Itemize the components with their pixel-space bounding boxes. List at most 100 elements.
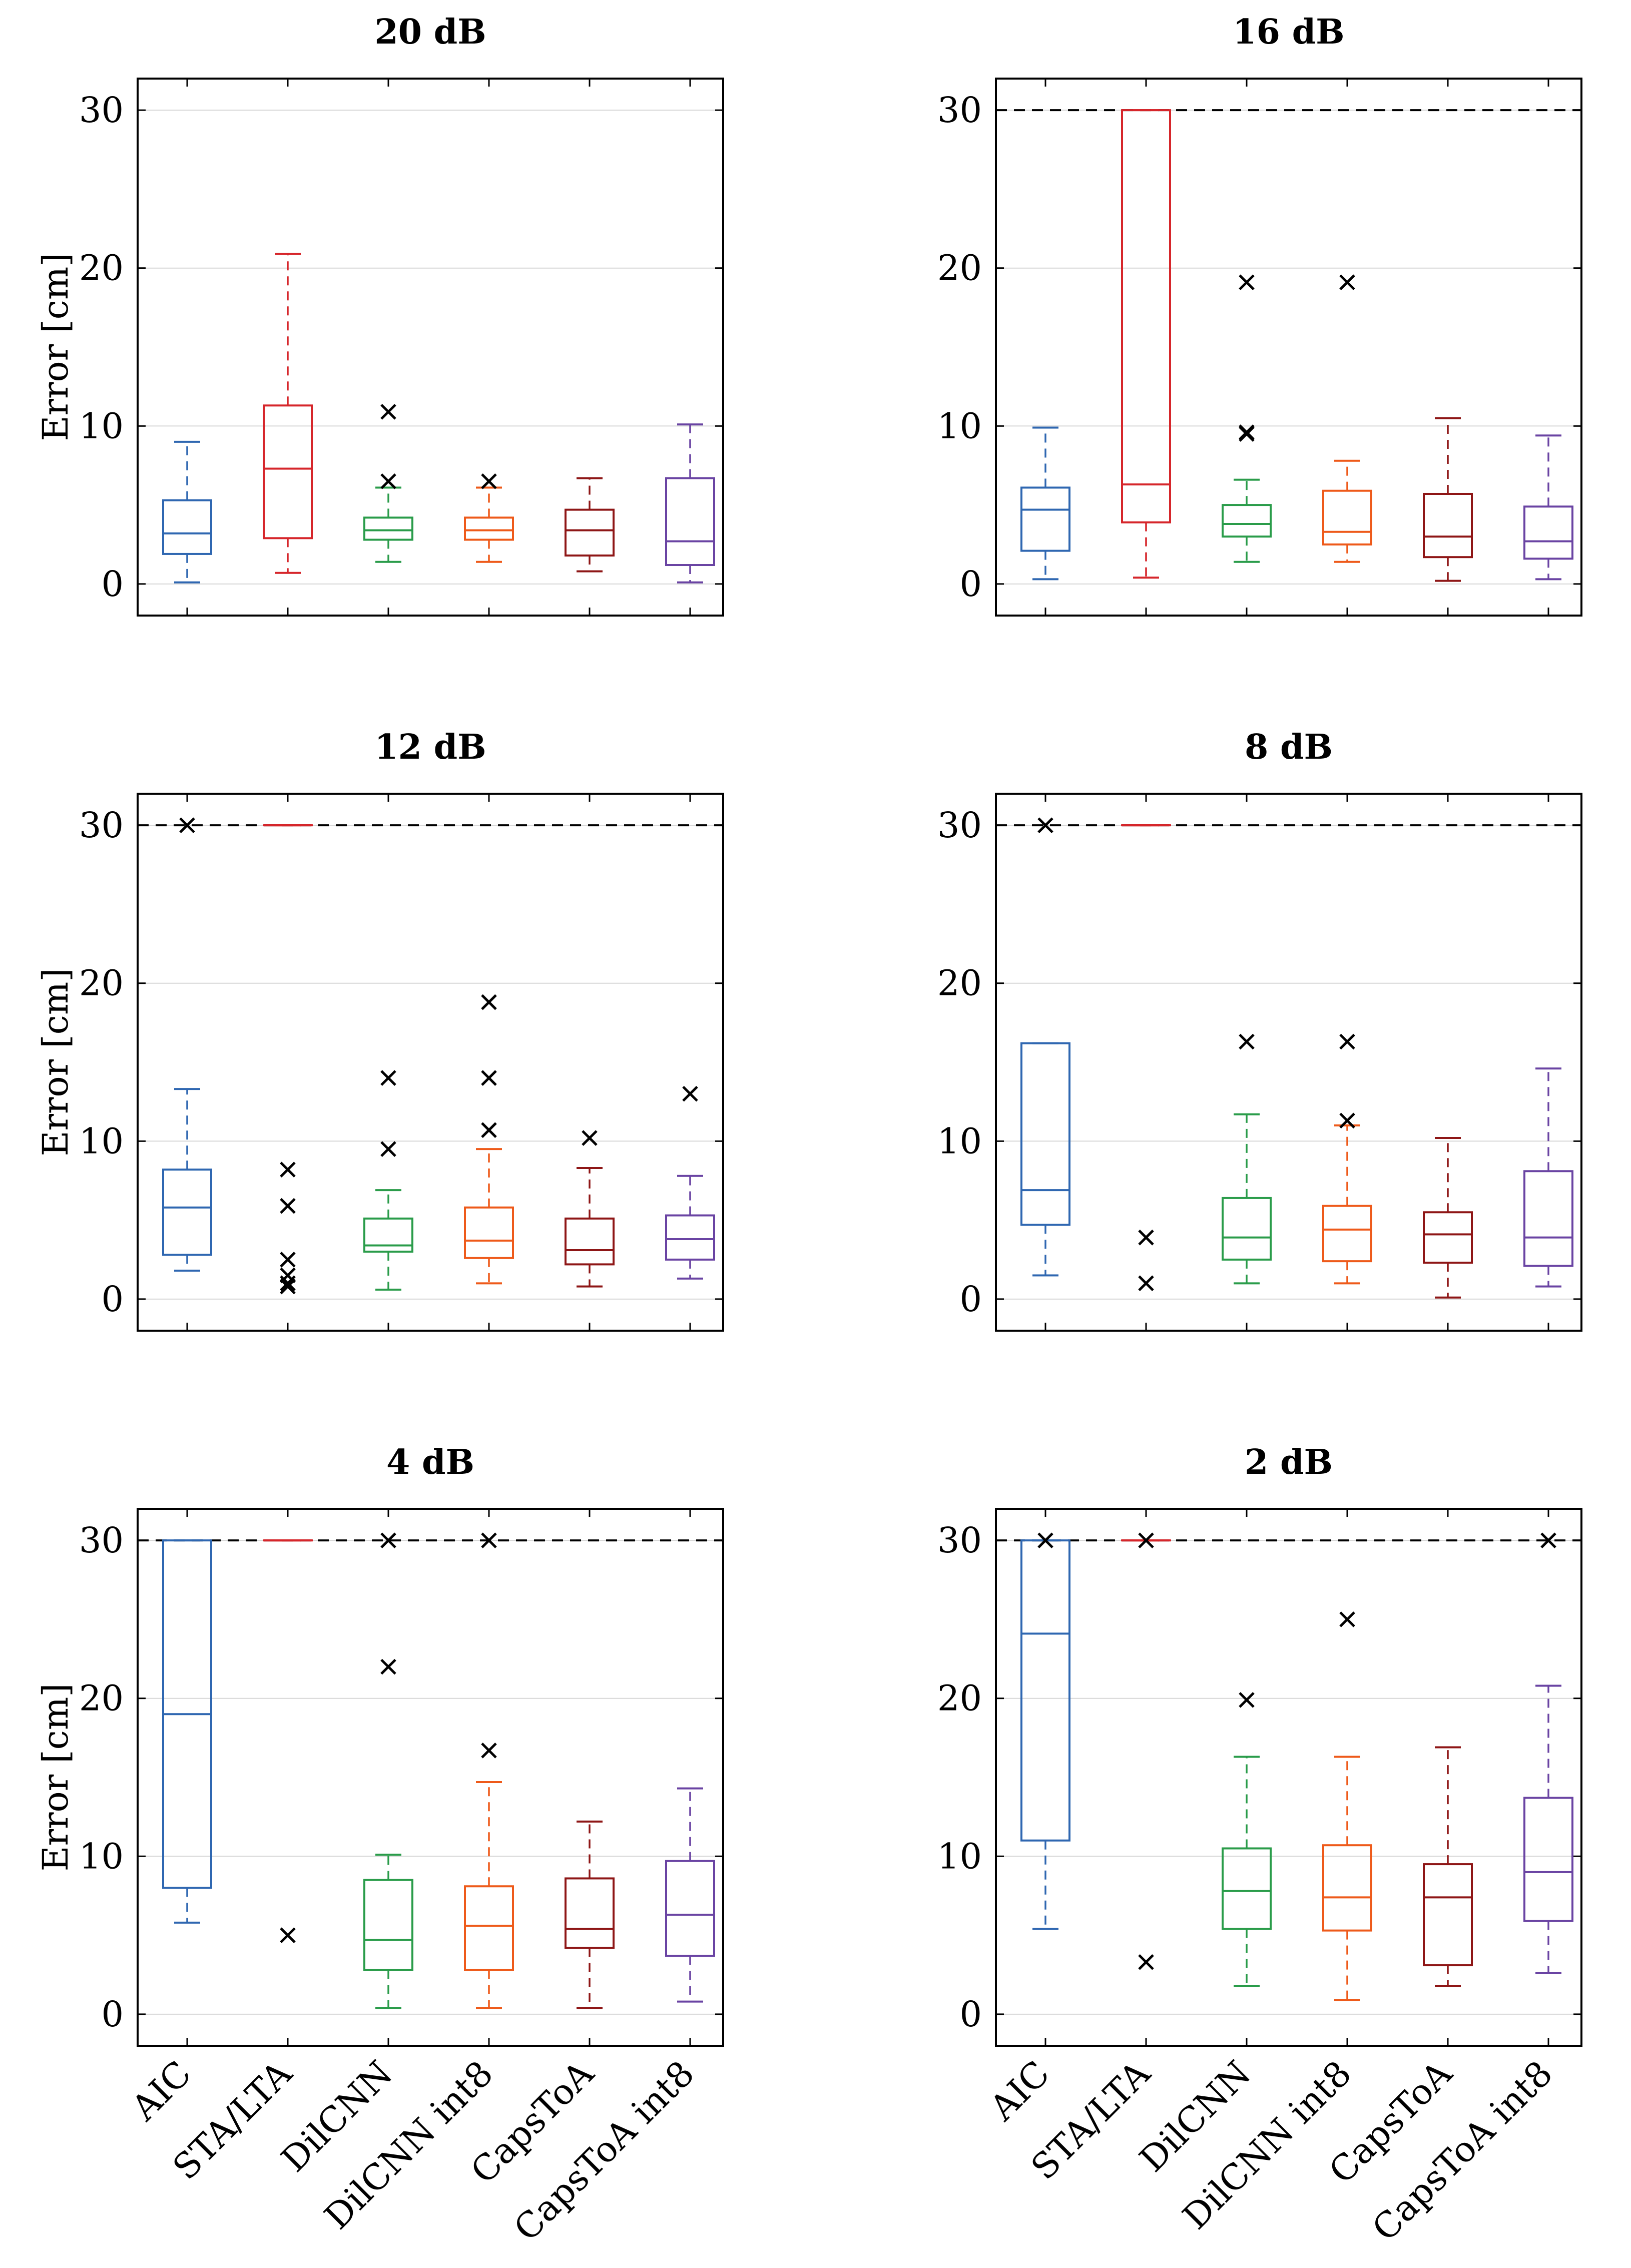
box-0 [162,817,212,1272]
outlier-marker [1239,1692,1255,1708]
box-2 [363,404,413,563]
box-iqr [1523,1797,1573,1922]
y-tick-label: 0 [101,1994,124,2035]
y-tick-label: 10 [79,1120,124,1162]
box-4 [565,1130,615,1288]
box-2 [1222,274,1272,563]
outlier-marker [481,1070,497,1086]
outlier-marker [1239,424,1255,440]
panel-3: 8 dB 0 10 20 30 [937,727,1582,1332]
plot-frame [137,1508,724,2047]
box-iqr [1423,1211,1473,1264]
y-tick-label: 30 [79,805,124,846]
box-2 [1222,1692,1272,1987]
y-tick-label: 20 [937,1678,982,1719]
box-2 [363,1070,413,1291]
plot-frame [137,78,724,617]
outlier-marker [481,994,497,1010]
y-tick-label: 0 [959,563,982,605]
box-iqr [565,1877,615,1949]
panel-title: 16 dB [1233,12,1344,52]
box-0 [1020,817,1070,1277]
y-tick-label: 0 [959,1279,982,1320]
y-tick-label: 20 [937,248,982,289]
outlier-marker [1339,1033,1355,1050]
outlier-marker [582,1130,598,1146]
box-iqr [464,516,514,541]
box-5 [665,1085,715,1280]
box-1 [1121,1532,1171,1970]
box-iqr [1523,505,1573,560]
outlier-marker [1239,1033,1255,1050]
outlier-marker [380,404,396,420]
box-iqr [363,1217,413,1253]
outlier-marker [481,1122,497,1138]
box-5 [1523,434,1573,581]
box-iqr [665,1214,715,1261]
box-3 [464,994,514,1285]
box-3 [1322,1611,1372,2001]
outlier-marker [481,1743,497,1759]
outlier-marker [380,1141,396,1157]
outlier-marker [280,1252,296,1268]
y-tick-label: 20 [937,963,982,1004]
box-iqr [1322,1844,1372,1932]
outlier-marker [280,1927,296,1943]
outlier-marker [1138,1230,1154,1246]
box-iqr [464,1885,514,1971]
y-tick-label: 30 [79,1520,124,1561]
panel-1: 16 dB 0 10 20 30 [937,12,1582,617]
outlier-marker [280,1198,296,1214]
box-3 [464,473,514,563]
box-1 [263,824,313,1295]
outlier-marker [380,1658,396,1675]
box-iqr [1121,109,1171,523]
outlier-marker [1339,1611,1355,1627]
outlier-marker [1540,1532,1556,1548]
box-iqr [1423,1863,1473,1967]
box-iqr [1322,489,1372,545]
outlier-marker [1037,1532,1053,1548]
y-tick-label: 10 [937,1120,982,1162]
y-tick-label: 20 [79,248,124,289]
panel-2: 12 dB 0 10 20 30 Error [cm] [35,727,724,1332]
box-iqr [665,1860,715,1957]
box-iqr [162,499,212,555]
box-iqr [1423,492,1473,558]
outlier-marker [1138,1532,1154,1548]
plot-frame [995,793,1582,1332]
outlier-marker [1339,1112,1355,1129]
plot-frame [995,78,1582,617]
box-0 [1020,1532,1070,1930]
outlier-marker [481,1532,497,1548]
y-tick-label: 0 [101,1279,124,1320]
box-iqr [464,1206,514,1259]
box-iqr [1322,1205,1372,1263]
box-iqr [363,1879,413,1971]
y-axis-label: Error [cm] [35,253,76,441]
y-tick-label: 10 [937,405,982,446]
box-iqr [1222,504,1272,538]
outlier-marker [280,1275,296,1292]
box-2 [363,1532,413,2009]
y-tick-label: 30 [937,90,982,131]
x-tick-label: AIC [981,2053,1057,2129]
box-iqr [363,516,413,541]
outlier-marker [1339,274,1355,290]
panel-title: 12 dB [374,727,486,767]
panel-0: 20 dB 0 10 20 30 Error [cm] [35,12,724,617]
y-tick-label: 30 [79,90,124,131]
outlier-marker [682,1085,698,1102]
box-iqr [1523,1170,1573,1267]
box-iqr [1020,1539,1070,1842]
box-5 [1523,1067,1573,1288]
box-0 [1020,426,1070,581]
box-iqr [1020,1042,1070,1226]
box-4 [1423,1746,1473,1987]
box-4 [565,477,615,573]
box-5 [1523,1532,1573,1974]
box-2 [1222,1033,1272,1285]
box-iqr [565,508,615,557]
